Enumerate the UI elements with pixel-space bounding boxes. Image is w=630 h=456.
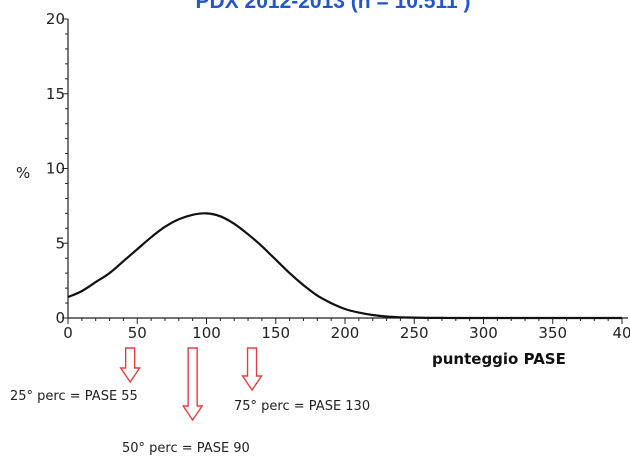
y-tick-label: 20 [46,10,65,28]
chart-title: PDX 2012-2013 (n = 10.511 ) [196,0,471,13]
x-axis-label: punteggio PASE [432,350,566,368]
x-tick-label: 250 [400,324,429,342]
x-tick-label: 350 [538,324,567,342]
percentile-label: 25° perc = PASE 55 [10,389,138,404]
axes [67,19,628,319]
x-tick-label: 150 [261,324,290,342]
percentile-arrow [241,347,263,392]
y-axis-label: % [16,164,30,182]
x-tick-label: 300 [469,324,498,342]
x-tick-label: 40 [612,324,630,342]
percentile-arrow [119,347,141,384]
x-axis-ticks: 0 50 100 150 200 250 300 350 40 [63,318,630,342]
percentile-label: 75° perc = PASE 130 [234,399,370,414]
percentile-label: 50° perc = PASE 90 [122,441,250,456]
y-tick-label: 15 [46,85,65,103]
y-axis-ticks: 0 5 10 15 20 [46,10,68,327]
y-tick-label: 5 [55,234,65,252]
x-tick-label: 0 [63,324,73,342]
x-tick-label: 200 [331,324,360,342]
x-tick-label: 100 [192,324,221,342]
y-tick-label: 10 [46,160,65,178]
percentile-arrow [181,347,204,422]
percentile-annotations: 25° perc = PASE 55 50° perc = PASE 90 75° … [10,347,370,456]
x-tick-label: 50 [128,324,147,342]
y-tick-label: 0 [55,309,65,327]
series-line [67,212,622,320]
